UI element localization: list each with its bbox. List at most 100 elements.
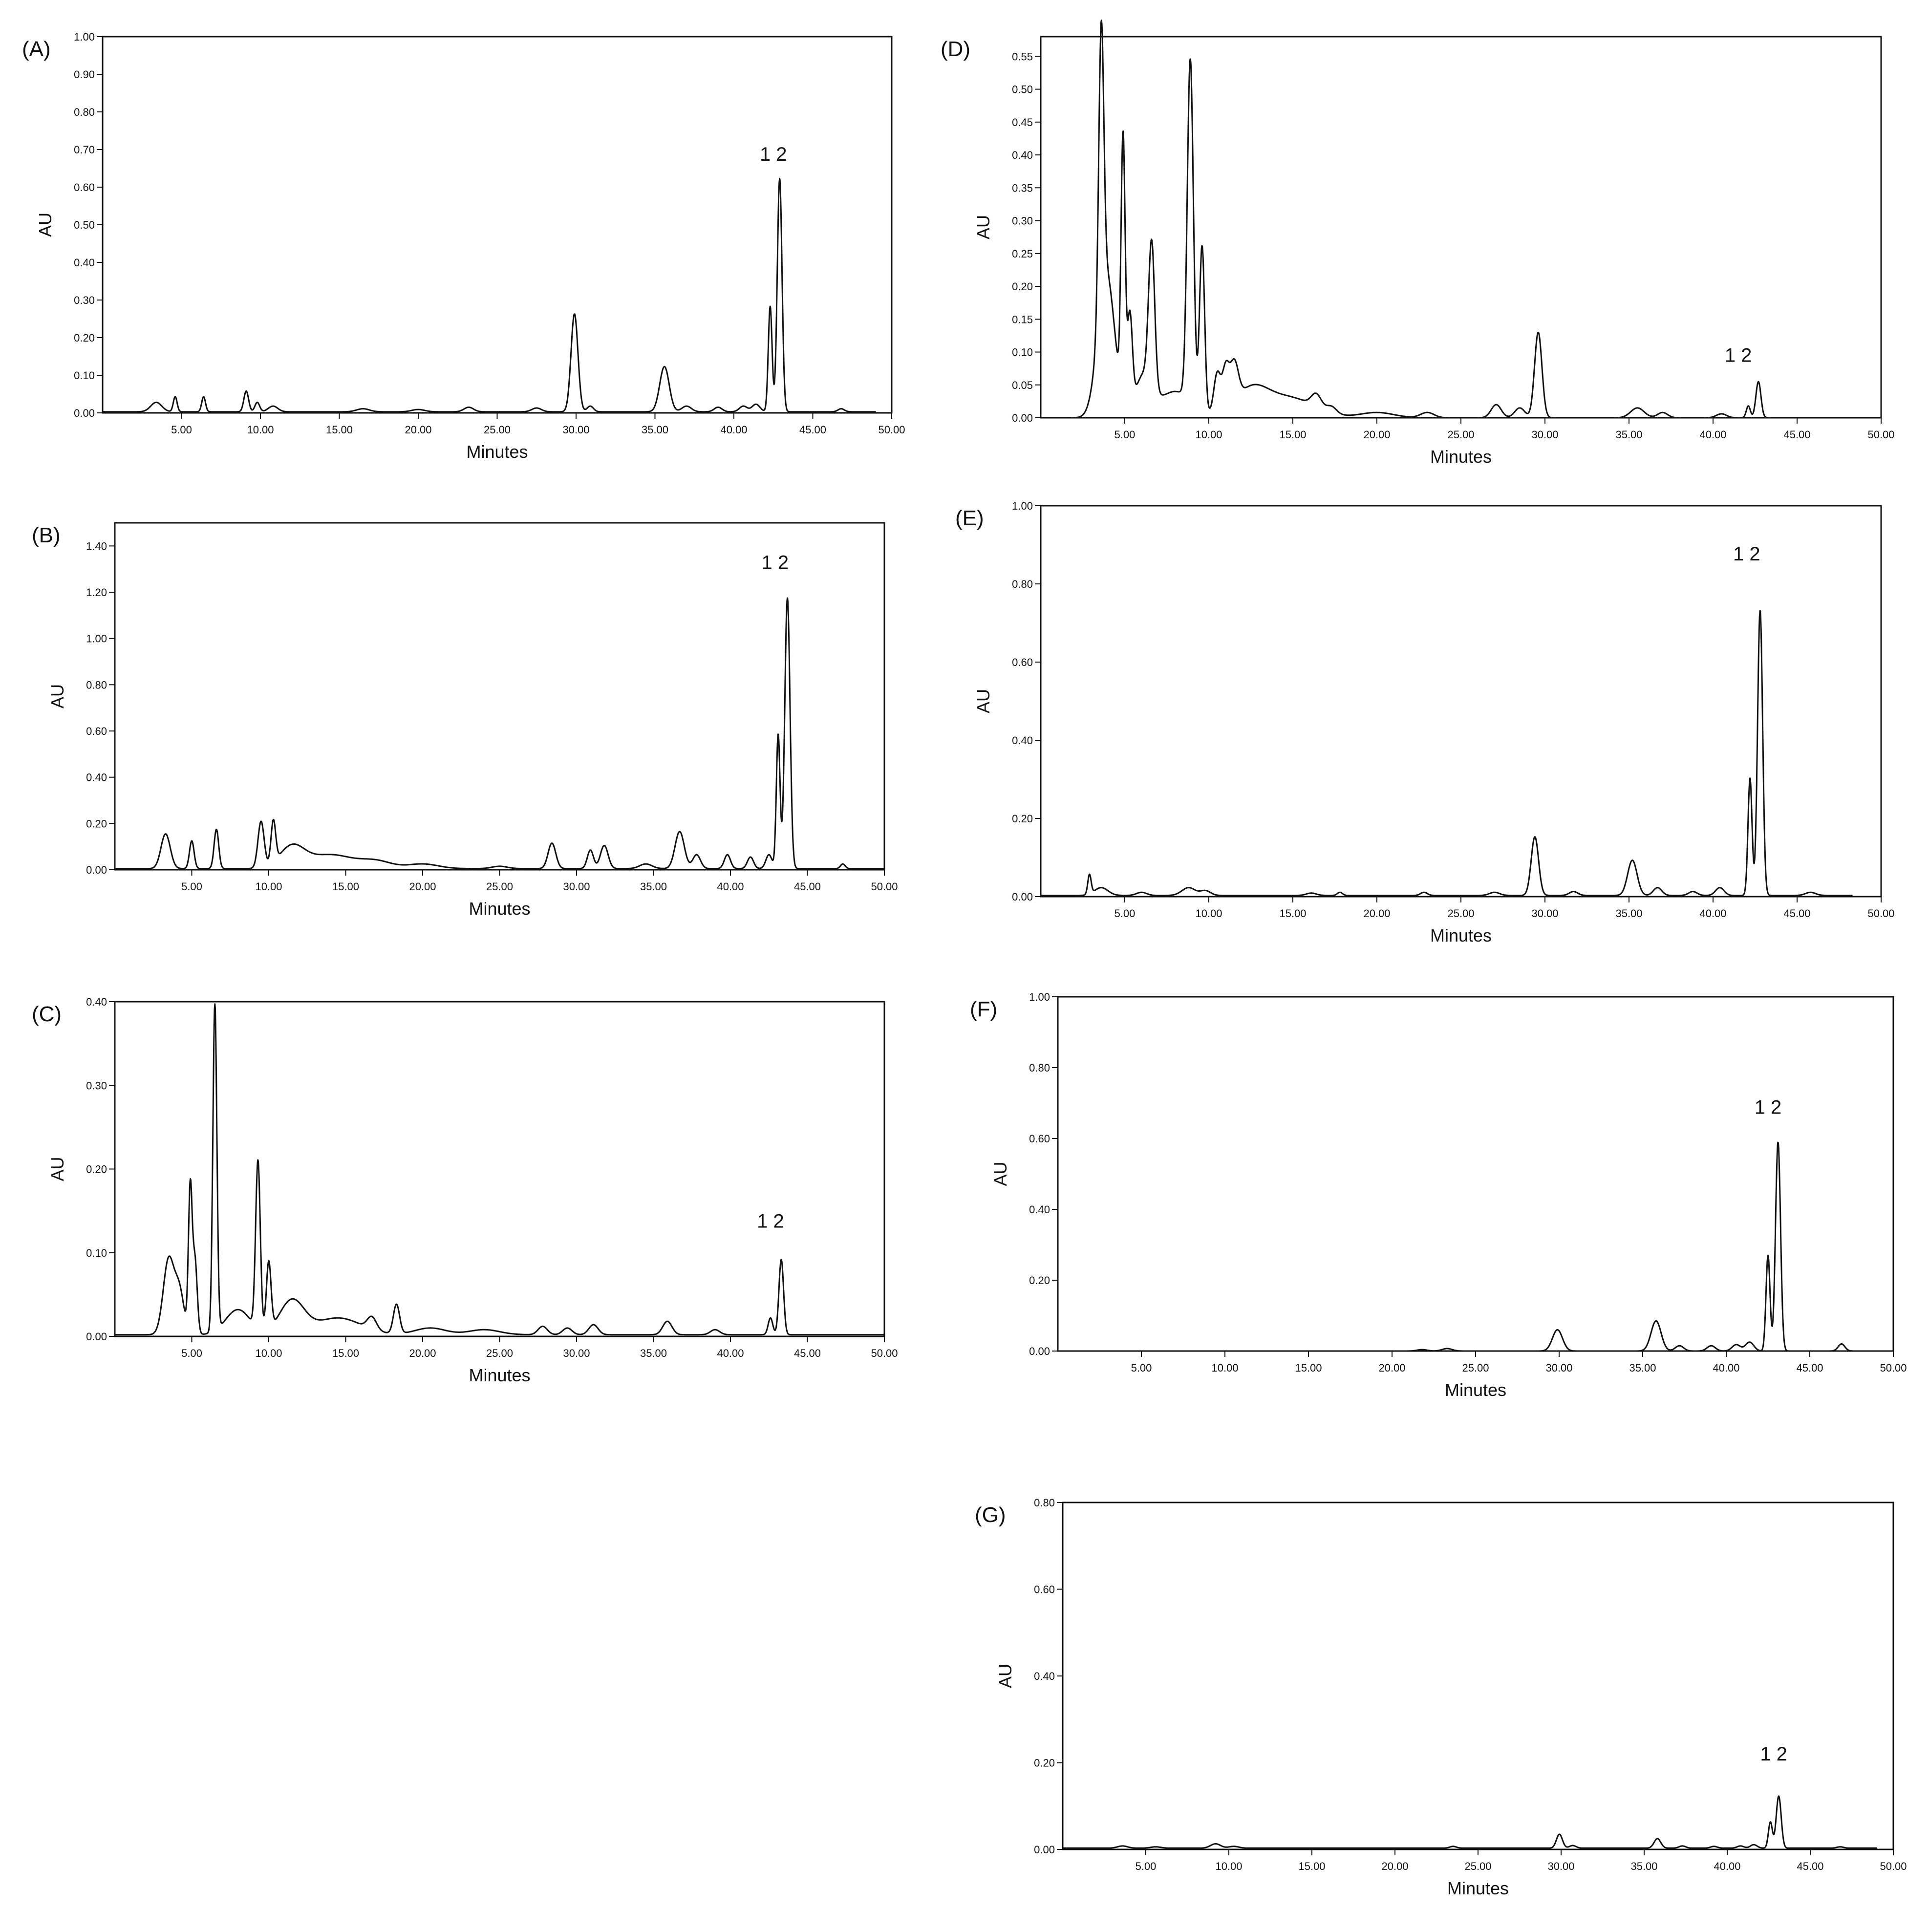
plot-frame [114,522,885,871]
x-tick-label: 25.00 [1447,429,1474,441]
chromatogram-panel-g: (G) 0.00 0.20 0.40 0.60 0.80 5.00 10.00 15.00 20.… [975,1497,1907,1898]
y-tick-label: 0.00 [1012,412,1033,424]
y-tick-label: 0.00 [74,407,95,419]
y-axis-title: AU [47,1157,67,1181]
x-tick-label: 45.00 [799,424,826,436]
peak-label: 1 2 [1725,345,1752,366]
x-tick-label: 50.00 [1880,1362,1907,1374]
x-tick-label: 40.00 [1699,907,1726,920]
x-tick-label: 25.00 [484,424,511,436]
panel-label: (A) [22,37,51,61]
y-tick-label: 0.10 [1012,346,1033,359]
x-tick-label: 5.00 [181,1347,202,1359]
x-tick-label: 35.00 [640,1347,667,1359]
y-tick-label: 0.35 [1012,182,1033,194]
y-tick-label: 0.80 [1012,578,1033,590]
panel-label: (D) [941,37,970,61]
x-tick-label: 40.00 [1699,429,1726,441]
y-tick-label: 0.60 [1034,1584,1055,1596]
x-tick-label: 5.00 [1131,1362,1152,1374]
y-axis-title: AU [47,684,67,708]
y-tick-label: 0.40 [86,772,107,784]
y-tick-label: 0.20 [86,1163,107,1176]
panel-label: (G) [975,1503,1006,1527]
y-tick-label: 0.20 [1034,1757,1055,1769]
x-tick-label: 15.00 [1295,1362,1322,1374]
y-tick-label: 0.90 [74,68,95,81]
y-tick-label: 0.45 [1012,116,1033,129]
y-tick-label: 0.60 [1029,1133,1050,1145]
x-tick-label: 35.00 [1629,1362,1656,1374]
y-tick-label: 0.50 [74,219,95,231]
y-tick-label: 0.40 [1034,1670,1055,1682]
chromatogram-panel-d: (D) 0.00 0.05 0.10 0.15 0.20 0.25 0.30 0.35 0.40 0… [941,19,1895,467]
y-tick-label: 0.80 [86,679,107,691]
plot-frame [102,36,893,414]
y-tick-label: 0.80 [1034,1497,1055,1509]
panel-label: (E) [955,506,984,530]
y-tick-label: 0.20 [1012,280,1033,293]
y-tick-label: 0.30 [74,294,95,306]
y-tick-label: 0.50 [1012,84,1033,96]
x-tick-label: 35.00 [640,880,667,893]
x-axis-title: Minutes [1430,447,1492,467]
x-tick-label: 35.00 [1615,429,1642,441]
y-tick-label: 1.00 [74,31,95,43]
x-tick-label: 35.00 [642,424,668,436]
y-tick-label: 0.00 [1034,1844,1055,1856]
y-tick-label: 0.00 [86,1331,107,1343]
x-tick-label: 5.00 [1136,1860,1157,1872]
y-axis-title: AU [35,213,55,237]
x-tick-label: 45.00 [1797,1860,1823,1872]
y-axis-title: AU [973,215,993,239]
x-tick-label: 20.00 [1381,1860,1408,1872]
y-tick-label: 1.20 [86,586,107,599]
x-tick-label: 45.00 [794,880,821,893]
y-tick-label: 0.30 [1012,215,1033,227]
chromatogram-trace [1040,610,1853,897]
x-tick-label: 5.00 [171,424,192,436]
x-tick-label: 50.00 [1880,1860,1907,1872]
y-tick-label: 0.80 [74,106,95,118]
x-tick-label: 15.00 [332,880,359,893]
x-tick-label: 40.00 [720,424,747,436]
y-tick-label: 0.70 [74,144,95,156]
chromatogram-trace [114,597,885,870]
chromatogram-panel-a: (A) 0.00 0.10 0.20 0.30 0.40 0.50 0.60 0.70 0.80 0… [22,31,905,462]
peak-label: 1 2 [1733,543,1760,565]
y-tick-label: 0.60 [1012,656,1033,668]
y-tick-label: 0.40 [1012,149,1033,161]
x-axis-title: Minutes [469,1365,530,1385]
y-tick-label: 0.20 [1012,813,1033,825]
x-tick-label: 50.00 [1867,429,1894,441]
x-tick-label: 35.00 [1630,1860,1657,1872]
x-tick-label: 5.00 [1115,429,1136,441]
y-tick-label: 0.15 [1012,313,1033,325]
chromatogram-panel-f: (F) 0.00 0.20 0.40 0.60 0.80 1.00 5.00 10.00 15.0… [970,991,1907,1400]
y-tick-label: 0.30 [86,1079,107,1092]
plot-frame [1062,1502,1894,1850]
x-tick-label: 30.00 [1531,907,1558,920]
peak-label: 1 2 [1755,1096,1782,1118]
chromatogram-trace [1062,1795,1877,1849]
peak-label: 1 2 [762,552,789,574]
x-tick-label: 45.00 [794,1347,821,1359]
x-tick-label: 10.00 [1195,429,1222,441]
x-tick-label: 50.00 [1867,907,1894,920]
plot-frame [1040,36,1882,419]
x-tick-label: 15.00 [1279,429,1306,441]
x-tick-label: 25.00 [1464,1860,1491,1872]
x-tick-label: 30.00 [1547,1860,1574,1872]
x-tick-label: 50.00 [871,880,898,893]
x-tick-label: 25.00 [486,880,513,893]
x-tick-label: 20.00 [1378,1362,1405,1374]
y-tick-label: 0.00 [1029,1345,1050,1357]
y-tick-label: 0.20 [1029,1274,1050,1287]
x-tick-label: 30.00 [1545,1362,1572,1374]
x-tick-label: 15.00 [1298,1860,1325,1872]
y-tick-label: 0.55 [1012,50,1033,63]
y-axis-title: AU [990,1161,1010,1186]
x-tick-label: 20.00 [1363,907,1390,920]
chromatogram-trace [102,177,877,413]
peak-label: 1 2 [760,144,787,165]
